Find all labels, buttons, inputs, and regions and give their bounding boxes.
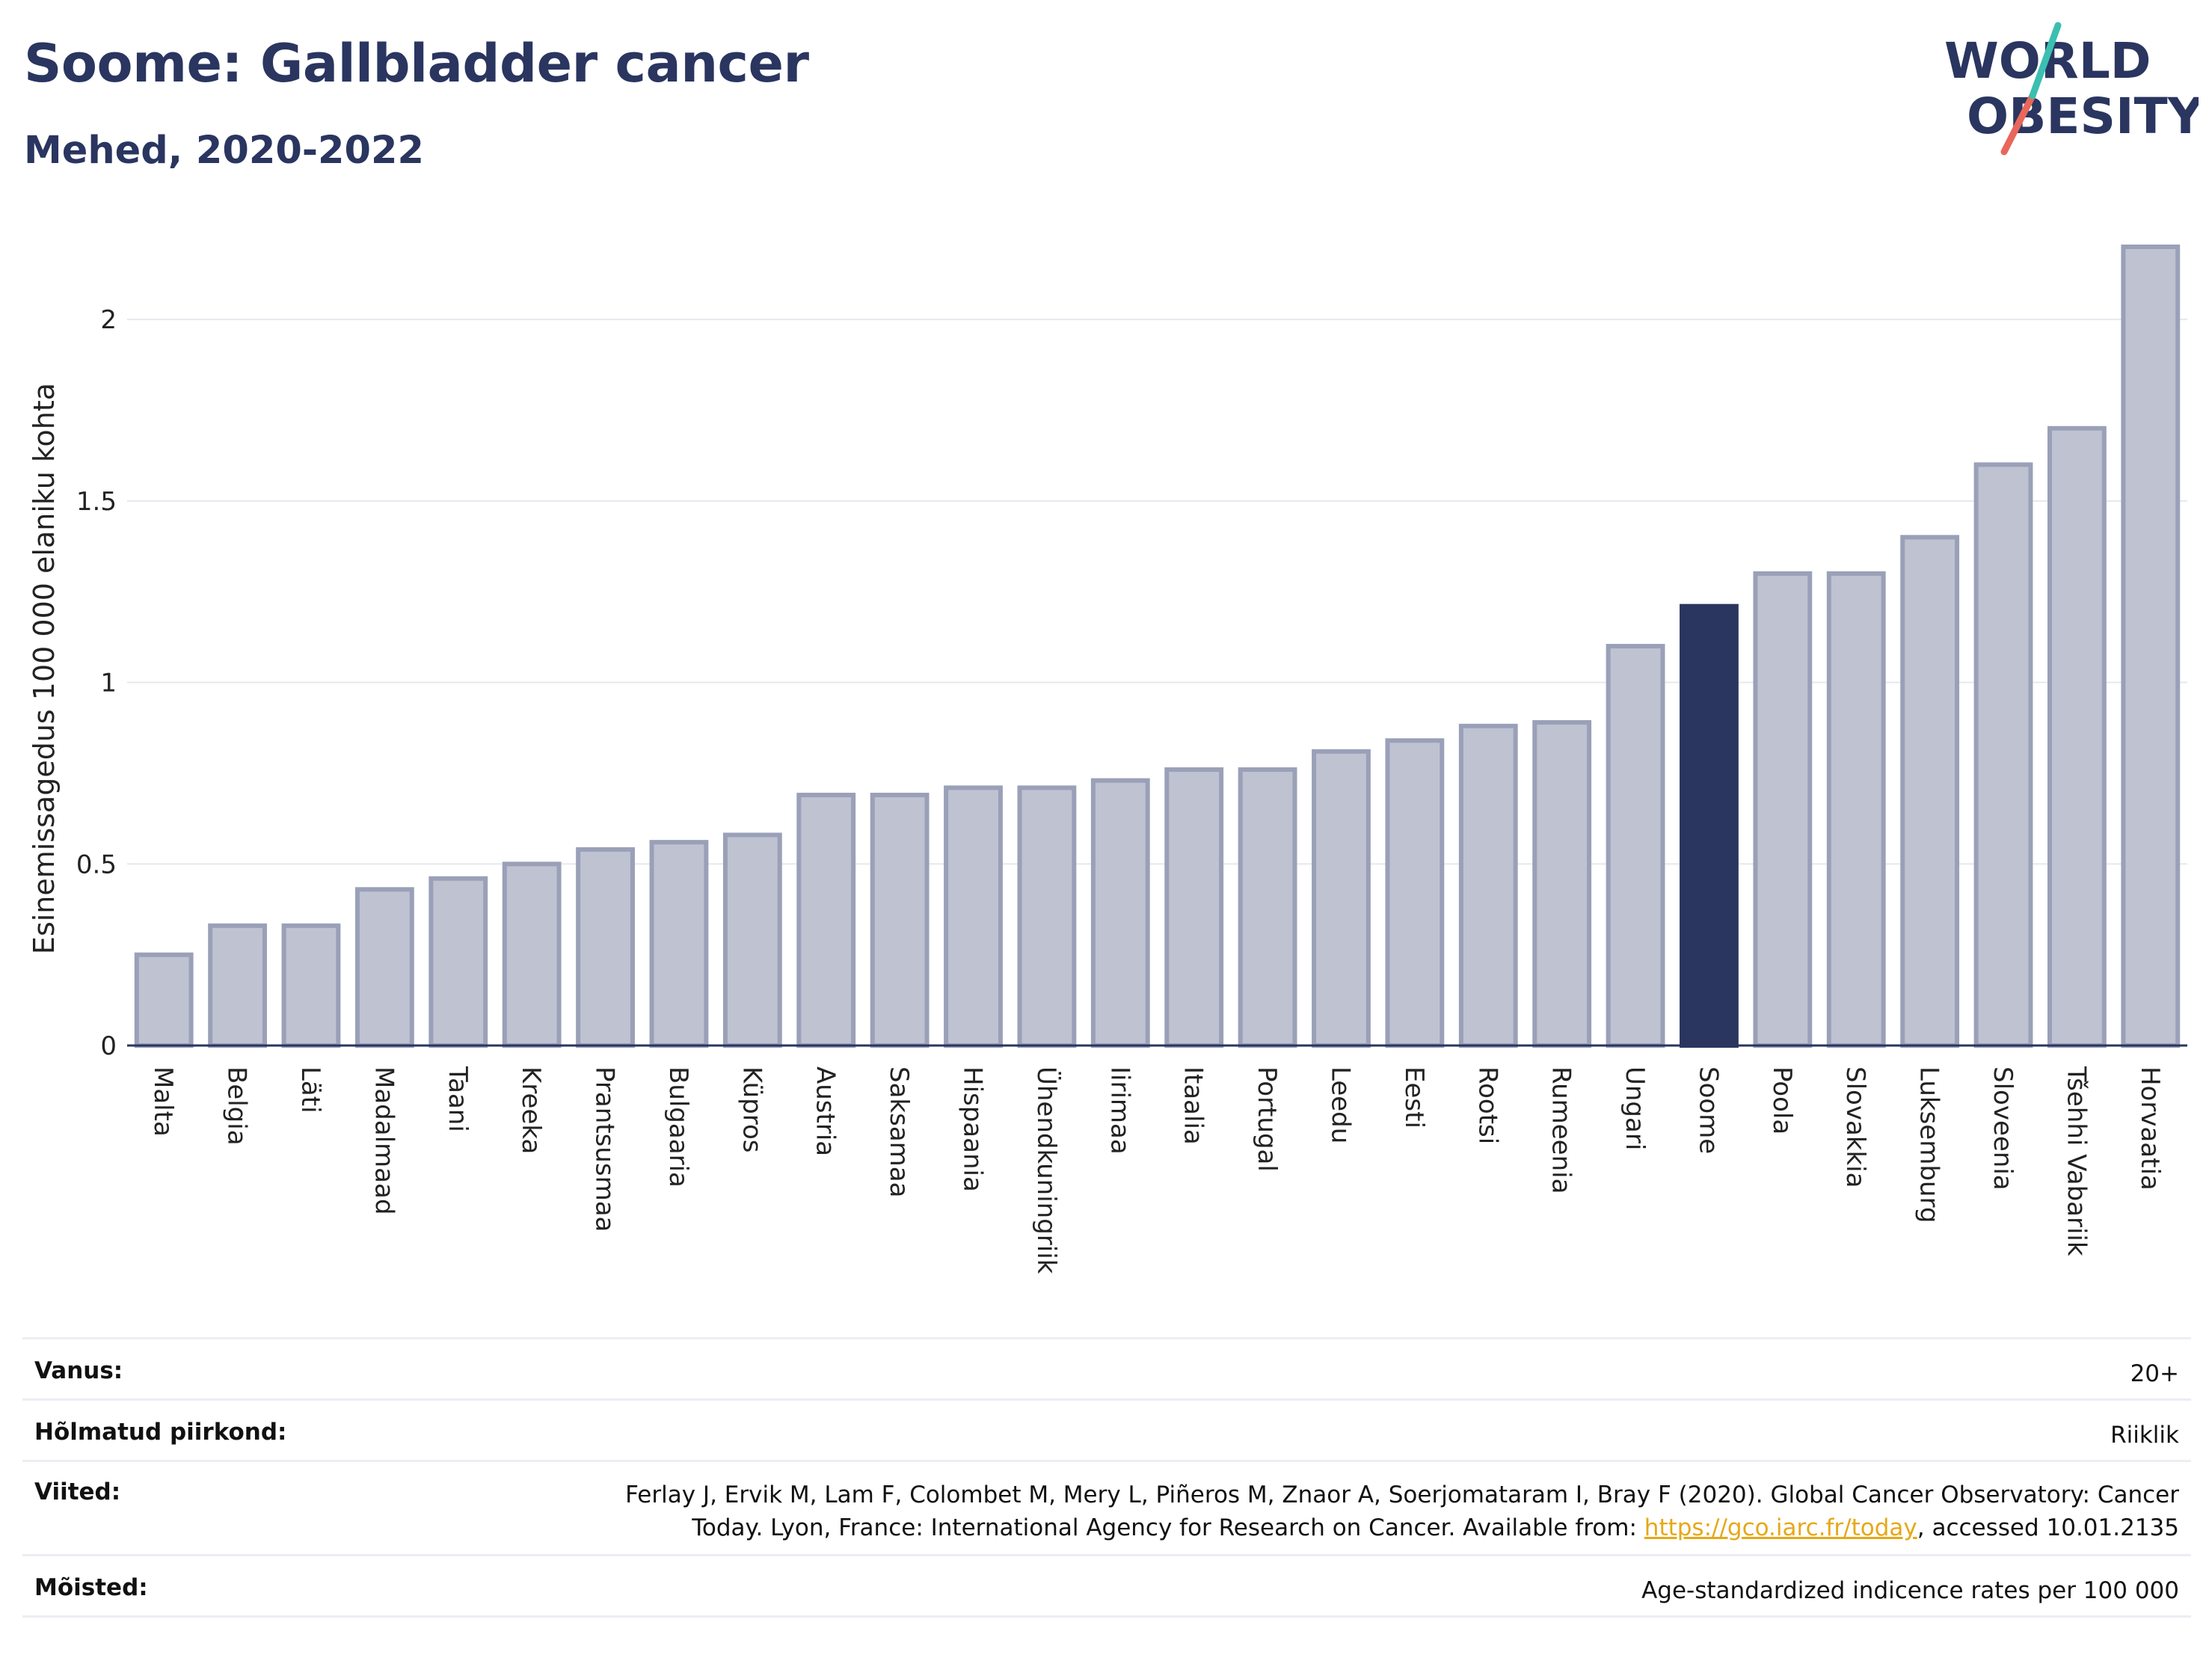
age-value: 20+ <box>2130 1360 2179 1387</box>
bars <box>134 245 2181 1048</box>
x-tick-label: Kreeka <box>516 1066 546 1154</box>
bar-madalmaad <box>354 887 414 1048</box>
bar-slovakkia <box>1826 571 1886 1048</box>
x-tick-label: Bulgaaria <box>663 1066 693 1188</box>
age-label: Vanus: <box>34 1357 123 1384</box>
meta-row-age: Vanus: 20+ <box>22 1339 2191 1401</box>
definitions-label: Mõisted: <box>34 1574 148 1601</box>
meta-row-definitions: Mõisted: Age-standardized indicence rate… <box>22 1556 2191 1618</box>
x-tick-label: Leedu <box>1325 1066 1355 1143</box>
x-tick-label: Saksamaa <box>884 1066 914 1197</box>
meta-row-references: Viited: Ferlay J, Ervik M, Lam F, Colomb… <box>22 1462 2191 1556</box>
region-label: Hõlmatud piirkond: <box>34 1419 287 1446</box>
x-tick-label: Belgia <box>222 1066 252 1146</box>
metadata-table: Vanus: 20+ Hõlmatud piirkond: Riiklik Vi… <box>22 1337 2191 1618</box>
bar-prantsusmaa <box>576 847 635 1048</box>
x-tick-label: Poola <box>1767 1066 1797 1134</box>
references-label: Viited: <box>34 1479 121 1505</box>
x-tick-label: Taani <box>443 1066 473 1132</box>
references-link[interactable]: https://gco.iarc.fr/today <box>1644 1514 1917 1541</box>
x-tick-label: Portugal <box>1252 1066 1282 1172</box>
x-tick-label: Malta <box>148 1066 178 1137</box>
bar-belgia <box>208 923 267 1048</box>
x-axis-ticks: Malta Belgia Läti Madalmaad Taani Kreeka Prant… <box>148 1066 2165 1274</box>
bar-bulgaaria <box>649 840 709 1048</box>
bar-küpros <box>722 832 782 1048</box>
bar-itaalia <box>1164 767 1224 1048</box>
bar-eesti <box>1385 738 1445 1048</box>
bar-rumeenia <box>1532 719 1592 1048</box>
world-obesity-logo: WORLD OBESITY <box>1944 22 2199 156</box>
references-value: Ferlay J, Ervik M, Lam F, Colombet M, Me… <box>625 1479 2191 1544</box>
x-tick-label: Tšehhi Vabariik <box>2061 1066 2091 1256</box>
references-line-1: Ferlay J, Ervik M, Lam F, Colombet M, Me… <box>625 1481 2179 1508</box>
y-tick-label: 0.5 <box>76 850 117 879</box>
bar-malta <box>134 952 194 1048</box>
bar-ungari <box>1606 644 1665 1048</box>
x-tick-label: Prantsusmaa <box>590 1066 620 1232</box>
y-tick-label: 1.5 <box>76 487 117 517</box>
x-tick-label: Austria <box>811 1066 841 1156</box>
x-tick-label: Sloveenia <box>1988 1066 2018 1191</box>
logo-slash-red <box>2000 92 2036 156</box>
x-tick-label: Hispaania <box>958 1066 988 1192</box>
y-axis-label: Esinemissagedus 100 000 elaniku kohta <box>28 383 61 954</box>
x-tick-label: Eesti <box>1399 1066 1429 1129</box>
logo-slash-teal <box>2029 22 2062 99</box>
x-tick-label: Küpros <box>737 1066 766 1152</box>
bar-soome <box>1680 604 1739 1048</box>
y-tick-label: 1 <box>100 669 117 698</box>
bar-läti <box>281 923 341 1048</box>
x-tick-label: Madalmaad <box>369 1066 399 1215</box>
logo-word-2: OBESITY <box>1967 87 2199 145</box>
x-tick-label: Läti <box>295 1066 325 1114</box>
chart-subtitle: Mehed, 2020-2022 <box>24 129 424 173</box>
bar-kreeka <box>502 862 562 1048</box>
references-line-2-post: , accessed 10.01.2135 <box>1917 1514 2179 1541</box>
bar-leedu <box>1312 749 1371 1048</box>
bar-horvaatia <box>2121 245 2181 1048</box>
definitions-value: Age-standardized indicence rates per 100… <box>1641 1577 2179 1604</box>
x-tick-label: Iirimaa <box>1105 1066 1134 1155</box>
references-line-2-pre: Today. Lyon, France: International Agenc… <box>692 1514 1644 1541</box>
x-tick-label: Soome <box>1693 1066 1723 1154</box>
x-tick-label: Rumeenia <box>1546 1066 1576 1194</box>
y-tick-label: 2 <box>100 305 117 335</box>
bar-poola <box>1753 571 1813 1048</box>
x-tick-label: Rootsi <box>1472 1066 1502 1144</box>
y-axis-ticks: 0 0.5 1 1.5 2 <box>76 305 117 1061</box>
bar-luksemburg <box>1900 535 1960 1048</box>
x-tick-label: Itaalia <box>1179 1066 1208 1145</box>
x-tick-label: Slovakkia <box>1840 1066 1870 1188</box>
bar-chart: 0 0.5 1 1.5 2 Malta Belgia Läti Madalmaad Taani K… <box>28 245 2187 1274</box>
bar-saksamaa <box>870 793 930 1048</box>
bar-iirimaa <box>1090 778 1150 1048</box>
region-value: Riiklik <box>2110 1422 2179 1449</box>
bar-rootsi <box>1458 723 1518 1048</box>
bar-sloveenia <box>1973 462 2033 1048</box>
y-tick-label: 0 <box>100 1031 117 1061</box>
x-tick-label: Ungari <box>1620 1066 1650 1150</box>
x-tick-label: Ühendkuningriik <box>1031 1066 1062 1274</box>
bar-portugal <box>1238 767 1297 1048</box>
bar-austria <box>796 793 856 1048</box>
x-tick-label: Horvaatia <box>2135 1066 2165 1191</box>
bar-hispaania <box>944 785 1003 1048</box>
bar-taani <box>428 876 488 1048</box>
x-tick-label: Luksemburg <box>1914 1066 1944 1223</box>
meta-row-region: Hõlmatud piirkond: Riiklik <box>22 1401 2191 1462</box>
chart-title: Soome: Gallbladder cancer <box>24 33 809 94</box>
bar-tšehhi-vabariik <box>2047 426 2107 1048</box>
bar-ühendkuningriik <box>1017 785 1077 1048</box>
